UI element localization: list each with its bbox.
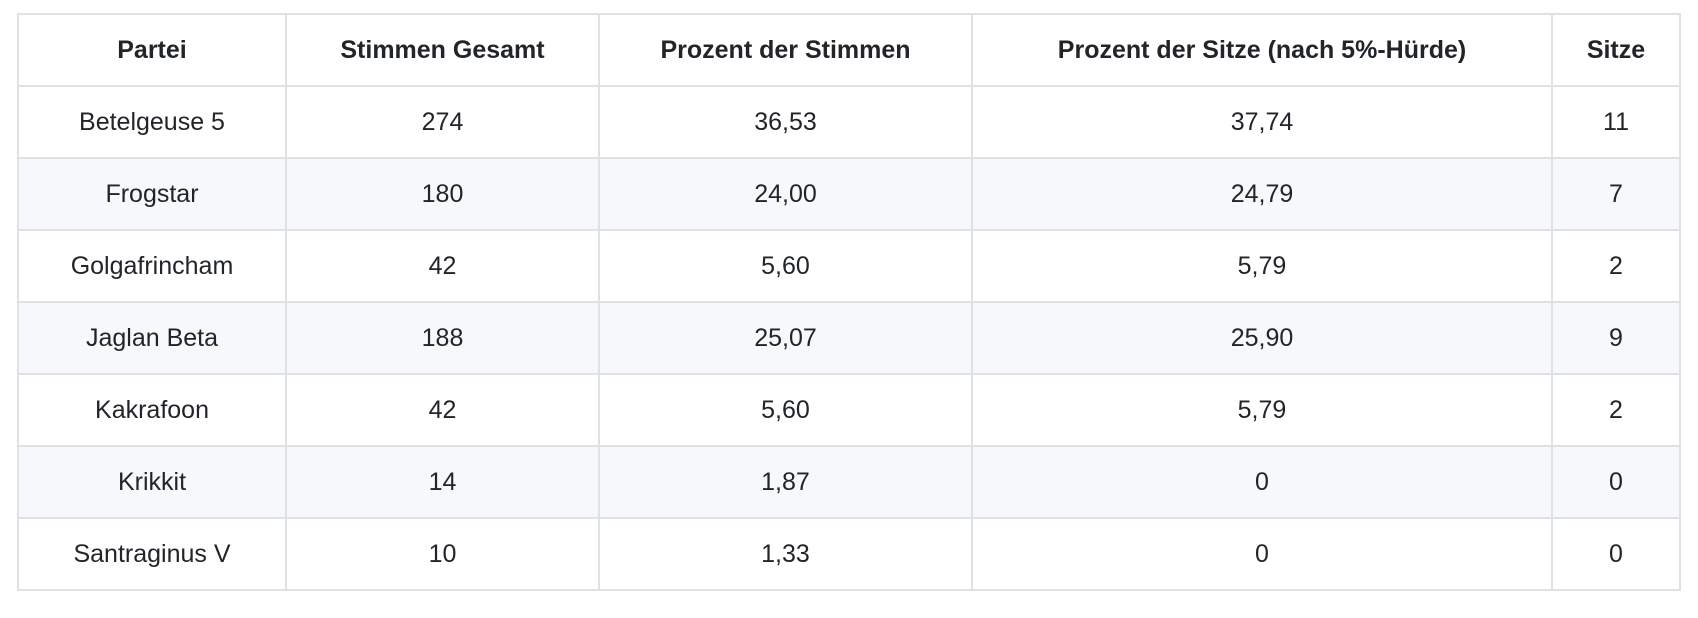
results-table-container: Partei Stimmen Gesamt Prozent der Stimmen P… [17,13,1681,591]
table-row-2: Golgafrincham 42 5,60 5,79 2 [17,229,1681,303]
cell-5-3: 0 [971,445,1553,519]
cell-3-0: Jaglan Beta [17,301,287,375]
table-row-6: Santraginus V 10 1,33 0 0 [17,517,1681,591]
cell-4-3: 5,79 [971,373,1553,447]
cell-0-2: 36,53 [598,85,973,159]
column-header-0: Partei [17,13,287,87]
cell-5-1: 14 [285,445,600,519]
cell-4-4: 2 [1551,373,1681,447]
table-row-5: Krikkit 14 1,87 0 0 [17,445,1681,519]
column-header-4: Sitze [1551,13,1681,87]
cell-0-3: 37,74 [971,85,1553,159]
cell-1-3: 24,79 [971,157,1553,231]
column-header-2: Prozent der Stimmen [598,13,973,87]
cell-3-3: 25,90 [971,301,1553,375]
table-row-0: Betelgeuse 5 274 36,53 37,74 11 [17,85,1681,159]
cell-2-0: Golgafrincham [17,229,287,303]
cell-2-3: 5,79 [971,229,1553,303]
cell-0-1: 274 [285,85,600,159]
cell-0-0: Betelgeuse 5 [17,85,287,159]
cell-1-1: 180 [285,157,600,231]
table-row-4: Kakrafoon 42 5,60 5,79 2 [17,373,1681,447]
cell-5-4: 0 [1551,445,1681,519]
cell-5-2: 1,87 [598,445,973,519]
cell-1-2: 24,00 [598,157,973,231]
column-header-3: Prozent der Sitze (nach 5%-Hürde) [971,13,1553,87]
cell-0-4: 11 [1551,85,1681,159]
cell-2-2: 5,60 [598,229,973,303]
election-results-table: Partei Stimmen Gesamt Prozent der Stimmen P… [17,13,1681,591]
table-row-3: Jaglan Beta 188 25,07 25,90 9 [17,301,1681,375]
cell-6-4: 0 [1551,517,1681,591]
cell-6-3: 0 [971,517,1553,591]
cell-6-1: 10 [285,517,600,591]
cell-6-0: Santraginus V [17,517,287,591]
cell-1-0: Frogstar [17,157,287,231]
cell-4-0: Kakrafoon [17,373,287,447]
cell-1-4: 7 [1551,157,1681,231]
cell-3-1: 188 [285,301,600,375]
header-row: Partei Stimmen Gesamt Prozent der Stimmen P… [17,13,1681,87]
cell-5-0: Krikkit [17,445,287,519]
cell-2-4: 2 [1551,229,1681,303]
cell-3-2: 25,07 [598,301,973,375]
column-header-1: Stimmen Gesamt [285,13,600,87]
table-body: Betelgeuse 5 274 36,53 37,74 11 Frogstar 180 24… [17,85,1681,591]
cell-3-4: 9 [1551,301,1681,375]
table-header: Partei Stimmen Gesamt Prozent der Stimmen P… [17,13,1681,87]
cell-4-2: 5,60 [598,373,973,447]
cell-2-1: 42 [285,229,600,303]
table-row-1: Frogstar 180 24,00 24,79 7 [17,157,1681,231]
cell-4-1: 42 [285,373,600,447]
cell-6-2: 1,33 [598,517,973,591]
